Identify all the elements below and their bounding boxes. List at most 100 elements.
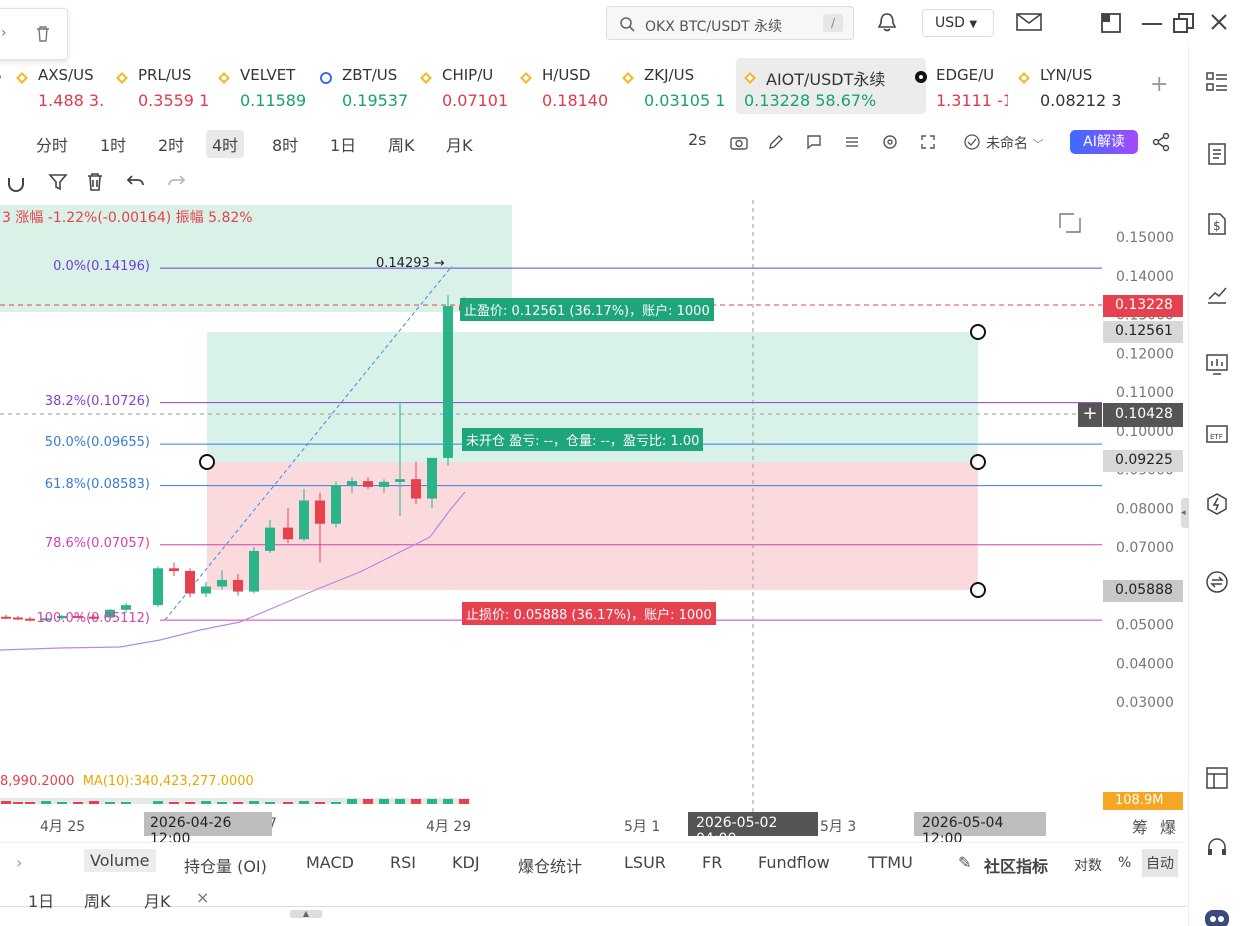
redo-icon[interactable]	[166, 174, 186, 190]
volume-bar	[89, 801, 99, 804]
search-input[interactable]: OKX BTC/USDT 永续 /	[606, 6, 854, 40]
trend-icon[interactable]	[1205, 282, 1229, 306]
ticker-item[interactable]: EDGE/U 1.3111 -1	[906, 58, 1008, 114]
bottom-interval-tab[interactable]: 周K	[84, 892, 111, 911]
indicator-tab[interactable]: Volume	[84, 849, 156, 872]
stop-loss-tag[interactable]: 止损价: 0.05888 (36.17%)，账户: 1000	[462, 602, 716, 625]
bell-icon[interactable]	[876, 11, 898, 33]
auto-scale-toggle[interactable]: 自动	[1142, 849, 1178, 877]
interval-tab[interactable]: 1时	[100, 136, 127, 155]
add-ticker-icon[interactable]: +	[1150, 72, 1169, 97]
indicator-tab[interactable]: 持仓量 (OI)	[184, 857, 267, 876]
ai-read-button[interactable]: AI解读	[1070, 130, 1138, 154]
document-icon[interactable]	[1205, 142, 1229, 166]
collapse-handle-icon[interactable]: ▲	[290, 910, 322, 918]
indicator-tab[interactable]: KDJ	[452, 853, 480, 872]
crosshair-time-tag: 2026-05-02 04:00	[688, 812, 818, 847]
candle	[265, 519, 275, 553]
ticker-item[interactable]: /US 5 1	[0, 58, 6, 114]
ticker-item[interactable]: PRL/US 0.3559 10	[108, 58, 208, 114]
restore-icon[interactable]	[1172, 12, 1196, 34]
filter-icon[interactable]	[48, 172, 68, 192]
candle	[41, 617, 51, 622]
price-chart[interactable]: 0.150000.140000.130000.120000.110000.100…	[0, 200, 1186, 812]
mail-icon[interactable]	[1016, 12, 1042, 32]
refresh-rate[interactable]: 2s	[688, 130, 707, 149]
ticker-item[interactable]: CHIP/U 0.07101 -	[412, 58, 510, 114]
interval-tab[interactable]: 2时	[158, 136, 185, 155]
indicator-tab[interactable]: FR	[702, 853, 723, 872]
interval-tab[interactable]: 分时	[36, 136, 69, 155]
settings-icon[interactable]	[882, 134, 898, 150]
indicator-tab[interactable]: 爆仓统计	[518, 857, 583, 876]
edit-icon[interactable]: ✎	[958, 853, 972, 872]
ticker-item[interactable]: LYN/US 0.08212 3	[1010, 58, 1122, 114]
window-dock-icon[interactable]	[1100, 12, 1122, 34]
ticker-item[interactable]: ZKJ/US 0.03105 1	[614, 58, 724, 114]
layout-icon[interactable]	[1205, 766, 1229, 790]
entry-handle[interactable]	[970, 454, 986, 470]
headset-icon[interactable]	[1205, 836, 1229, 860]
expand-icon[interactable]	[1059, 213, 1081, 233]
hex-bolt-icon[interactable]	[1205, 492, 1229, 516]
sidebar-collapse-icon[interactable]: ◂	[1181, 498, 1189, 528]
trash-icon[interactable]	[86, 172, 104, 192]
crosshair-add-icon[interactable]: +	[1078, 403, 1102, 427]
community-indicators-button[interactable]: 社区指标	[984, 857, 1049, 876]
liquidation-toggle[interactable]: 爆	[1160, 818, 1177, 837]
currency-select[interactable]: USD ▼	[922, 9, 994, 37]
dollar-doc-icon[interactable]: $	[1205, 212, 1229, 236]
percent-scale-toggle[interactable]: %	[1118, 855, 1132, 871]
interval-tab[interactable]: 周K	[388, 136, 415, 155]
watchlist-icon[interactable]	[1205, 70, 1229, 94]
ticker-item[interactable]: H/USD 0.18140 2	[512, 58, 612, 114]
undo-icon[interactable]	[126, 174, 146, 190]
bottom-interval-tab[interactable]: 月K	[144, 892, 171, 911]
interval-tab[interactable]: 1日	[330, 136, 357, 155]
robot-icon[interactable]	[1203, 904, 1231, 926]
comment-icon[interactable]	[806, 134, 822, 150]
swap-icon[interactable]	[1205, 570, 1229, 594]
indicator-tab[interactable]: Fundflow	[758, 853, 830, 872]
camera-icon[interactable]	[730, 134, 748, 150]
ticker-item[interactable]: ZBT/US 0.19537 0	[312, 58, 410, 114]
fullscreen-icon[interactable]	[920, 134, 936, 150]
sl-handle[interactable]	[970, 582, 986, 598]
interval-tab[interactable]: 4时	[206, 130, 245, 158]
tp-handle[interactable]	[970, 324, 986, 340]
monitor-chart-icon[interactable]	[1205, 352, 1229, 376]
indicator-tab[interactable]: TTMU	[868, 853, 913, 872]
coin-icon	[116, 69, 128, 84]
trash-icon[interactable]	[35, 25, 51, 43]
time-label: 4月 25	[40, 819, 86, 835]
indicator-tab[interactable]: MACD	[306, 853, 354, 872]
layout-name[interactable]: 未命名 ﹀	[986, 136, 1044, 152]
bottom-interval-tab[interactable]: 1日	[28, 892, 55, 911]
interval-tab[interactable]: 月K	[446, 136, 473, 155]
chevron-right-icon[interactable]: ›	[1, 25, 7, 41]
log-scale-toggle[interactable]: 对数	[1074, 858, 1102, 874]
close-icon[interactable]: ×	[196, 888, 210, 907]
indicator-tab[interactable]: LSUR	[624, 853, 666, 872]
minimize-icon[interactable]	[1142, 22, 1162, 26]
share-icon[interactable]	[1152, 132, 1170, 152]
list-icon[interactable]	[844, 134, 860, 150]
close-icon[interactable]	[1210, 13, 1228, 31]
pen-icon[interactable]	[768, 134, 784, 150]
crosshair-price-tag: 0.10428	[1103, 403, 1183, 427]
ticker-item[interactable]: AIOT/USDT永续 0.13228 58.67%	[736, 58, 926, 114]
ticker-item[interactable]: AXS/US 1.488 3.6	[8, 58, 104, 114]
indicator-tab[interactable]: RSI	[390, 853, 416, 872]
y-tick-label: 0.15000	[1116, 230, 1174, 246]
position-handle-left[interactable]	[199, 454, 215, 470]
ticker-price: 0.08212 3	[1040, 91, 1122, 110]
ticker-item[interactable]: VELVET 0.11589 -	[210, 58, 310, 114]
etf-icon[interactable]: ETF	[1205, 422, 1229, 446]
position-tag[interactable]: 未开仓 盈亏: --，仓量: --，盈亏比: 1.00	[462, 428, 704, 451]
chevron-right-icon[interactable]: ›	[16, 853, 23, 872]
chips-toggle[interactable]: 筹	[1132, 818, 1149, 837]
interval-tab[interactable]: 8时	[272, 136, 299, 155]
magnet-icon[interactable]	[6, 172, 26, 192]
take-profit-tag[interactable]: 止盈价: 0.12561 (36.17%)，账户: 1000	[460, 298, 714, 321]
top-bar: OKX BTC/USDT 永续 / USD ▼	[0, 0, 1244, 46]
